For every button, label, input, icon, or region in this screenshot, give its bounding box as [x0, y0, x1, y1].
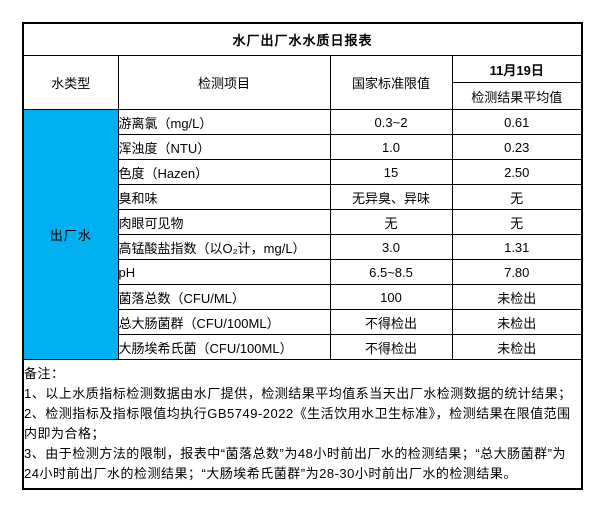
test-item-cell: 肉眼可见物: [117, 209, 331, 235]
standard-limit-cell: 3.0: [329, 234, 453, 260]
test-item-cell: 游离氯（mg/L）: [117, 109, 331, 135]
table-row: 出厂水 游离氯（mg/L） 0.3~2 0.61: [22, 109, 583, 360]
test-item-cell: 臭和味: [117, 184, 331, 210]
standard-limit-cell: 不得检出: [329, 334, 453, 360]
test-item-cell: 色度（Hazen）: [117, 159, 331, 185]
result-cell: 未检出: [451, 284, 583, 310]
result-cell: 0.61: [451, 109, 583, 135]
note-line-2: 2、检测指标及指标限值均执行GB5749-2022《生活饮用水卫生标准》，检测结…: [24, 406, 571, 441]
standard-limit-cell: 100: [329, 284, 453, 310]
standard-limit-cell: 无异臭、异味: [329, 184, 453, 210]
table-row: 色度（Hazen） 15 2.50: [23, 159, 583, 185]
test-item-cell: 高锰酸盐指数（以O₂计，mg/L）: [117, 234, 331, 260]
header-row-bottom: 检测结果平均值: [23, 82, 583, 110]
notes-row: 备注： 1、以上水质指标检测数据由水厂提供，检测结果平均值系当天出厂水检测数据的…: [22, 359, 583, 490]
result-cell: 未检出: [451, 309, 583, 335]
result-cell: 2.50: [451, 159, 583, 185]
test-item-cell: pH: [117, 259, 331, 285]
table-row: 浑浊度（NTU） 1.0 0.23: [23, 134, 583, 160]
result-cell: 无: [451, 209, 583, 235]
header-row-top: 水类型 检测项目 国家标准限值 11月19日: [22, 55, 583, 110]
page-title: 水厂出厂水水质日报表: [22, 22, 583, 56]
title-row: 水厂出厂水水质日报表: [22, 22, 583, 56]
column-header-result-avg: 检测结果平均值: [451, 82, 583, 110]
notes-label: 备注：: [24, 366, 65, 381]
standard-limit-cell: 6.5~8.5: [329, 259, 453, 285]
table-row: 大肠埃希氏菌（CFU/100ML） 不得检出 未检出: [23, 334, 583, 360]
standard-limit-cell: 不得检出: [329, 309, 453, 335]
standard-limit-cell: 1.0: [329, 134, 453, 160]
result-cell: 未检出: [451, 334, 583, 360]
test-item-cell: 总大肠菌群（CFU/100ML）: [117, 309, 331, 335]
table-row: 高锰酸盐指数（以O₂计，mg/L） 3.0 1.31: [23, 234, 583, 260]
column-header-water-type: 水类型: [22, 55, 119, 110]
standard-limit-cell: 15: [329, 159, 453, 185]
note-line-1: 1、以上水质指标检测数据由水厂提供，检测结果平均值系当天出厂水检测数据的统计结果…: [24, 386, 572, 401]
result-cell: 无: [451, 184, 583, 210]
test-item-cell: 大肠埃希氏菌（CFU/100ML）: [117, 334, 331, 360]
table-row: 总大肠菌群（CFU/100ML） 不得检出 未检出: [23, 309, 583, 335]
table-row: 菌落总数（CFU/ML） 100 未检出: [23, 284, 583, 310]
report-date: 11月19日: [451, 55, 583, 83]
test-item-cell: 浑浊度（NTU）: [117, 134, 331, 160]
result-cell: 1.31: [451, 234, 583, 260]
table-row: pH 6.5~8.5 7.80: [23, 259, 583, 285]
water-quality-report-table: 水厂出厂水水质日报表 水类型 检测项目 国家标准限值 11月19日 检测结果平均…: [22, 22, 583, 490]
test-item-cell: 菌落总数（CFU/ML）: [117, 284, 331, 310]
result-cell: 7.80: [451, 259, 583, 285]
column-header-standard-limit: 国家标准限值: [329, 55, 453, 110]
table-row: 臭和味 无异臭、异味 无: [23, 184, 583, 210]
notes-section: 备注： 1、以上水质指标检测数据由水厂提供，检测结果平均值系当天出厂水检测数据的…: [22, 359, 583, 490]
standard-limit-cell: 0.3~2: [329, 109, 453, 135]
result-cell: 0.23: [451, 134, 583, 160]
note-line-3: 3、由于检测方法的限制，报表中“菌落总数”为48小时前出厂水的检测结果；“总大肠…: [24, 446, 567, 481]
standard-limit-cell: 无: [329, 209, 453, 235]
table-row: 肉眼可见物 无 无: [23, 209, 583, 235]
column-header-test-item: 检测项目: [117, 55, 331, 110]
water-type-cell: 出厂水: [22, 109, 119, 360]
